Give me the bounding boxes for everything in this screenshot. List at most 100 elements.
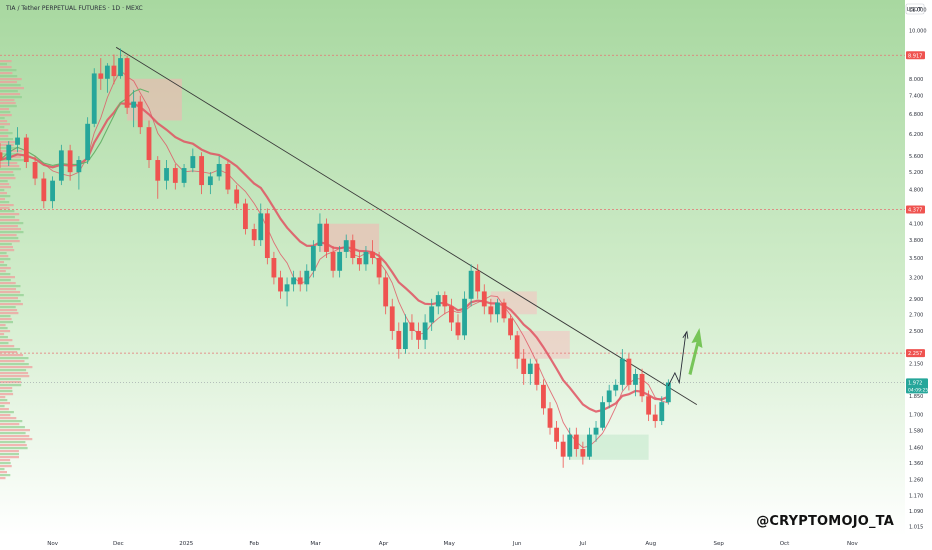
candle-body — [271, 258, 277, 278]
candle — [337, 245, 343, 278]
candle-body — [118, 58, 123, 77]
candle — [251, 223, 257, 246]
level-price-tag: 2.257 — [906, 349, 925, 358]
time-axis-panel[interactable] — [0, 536, 932, 550]
volume-bar — [0, 336, 8, 339]
candle — [304, 264, 310, 292]
candle — [508, 314, 513, 340]
volume-bar — [0, 129, 9, 132]
candle — [225, 160, 231, 195]
candle-body — [665, 382, 671, 403]
volume-bar — [0, 234, 17, 237]
candle — [573, 427, 579, 457]
price-tick-label: 4.100 — [909, 222, 923, 228]
supply-demand-zones — [127, 78, 649, 460]
candle-body — [455, 322, 461, 336]
volume-bar — [0, 270, 6, 273]
candle — [243, 198, 248, 235]
candle-body — [310, 245, 316, 271]
candle — [593, 421, 599, 442]
volume-bar — [0, 246, 13, 249]
volume-bar — [0, 96, 22, 99]
candle — [639, 368, 645, 403]
price-tick-label: 5.200 — [909, 170, 923, 176]
price-axis-panel[interactable] — [905, 0, 932, 550]
candle — [181, 163, 187, 188]
candle — [91, 68, 97, 128]
time-tick-label: Jun — [512, 541, 522, 547]
current-tag-box — [906, 378, 928, 394]
level-tag-box — [906, 51, 925, 60]
price-tick-label: 1.260 — [909, 478, 923, 484]
candle-body — [251, 229, 257, 241]
volume-bar — [0, 126, 5, 129]
volume-bar — [0, 60, 12, 63]
price-tick-label: 8.000 — [909, 77, 923, 83]
candle-body — [416, 330, 421, 340]
candle — [383, 270, 389, 315]
volume-bar — [0, 231, 24, 234]
volume-bar — [0, 447, 28, 450]
level-price-tag: 8.917 — [906, 51, 925, 60]
candle — [258, 203, 264, 246]
candle — [131, 89, 137, 128]
candle-body — [534, 363, 540, 385]
candle — [547, 402, 553, 435]
candle — [567, 427, 573, 460]
level-tag-box — [906, 205, 925, 214]
candle — [402, 314, 408, 354]
volume-bar — [0, 357, 29, 360]
candle-body — [448, 306, 454, 323]
candle-body — [164, 168, 169, 181]
volume-bar — [0, 330, 11, 333]
candle-body — [402, 322, 408, 350]
candle-body — [50, 180, 56, 202]
volume-bar — [0, 276, 15, 279]
volume-bar — [0, 309, 18, 312]
candle — [481, 284, 487, 315]
volume-bar — [0, 423, 20, 426]
volume-bar — [0, 393, 14, 396]
volume-bar — [0, 297, 18, 300]
volume-bar — [0, 435, 30, 438]
volume-bar — [0, 450, 19, 453]
volume-bar — [0, 426, 25, 429]
time-tick-label: Nov — [847, 541, 858, 547]
volume-bar — [0, 132, 13, 135]
volume-bar — [0, 138, 13, 141]
candle — [488, 298, 494, 323]
projection-arrowhead — [682, 330, 689, 339]
candle — [50, 176, 56, 209]
candle-body — [396, 330, 402, 350]
candle — [554, 421, 559, 450]
candle — [207, 172, 213, 195]
volume-bar — [0, 69, 17, 72]
candle-body — [67, 150, 73, 173]
candle — [317, 213, 323, 252]
candle — [613, 379, 619, 397]
candle-body — [475, 270, 481, 292]
time-tick-label: Jul — [579, 541, 587, 547]
volume-bar — [0, 363, 29, 366]
candle-body — [547, 408, 553, 428]
candle-body — [243, 203, 248, 230]
volume-bar — [0, 474, 11, 477]
candle-body — [15, 137, 20, 145]
candle — [23, 134, 29, 169]
volume-bar — [0, 240, 20, 243]
time-tick-label: Mar — [310, 541, 321, 547]
volume-bar — [0, 243, 12, 246]
volume-bar — [0, 159, 24, 162]
volume-bar — [0, 462, 11, 465]
volume-bar — [0, 99, 15, 102]
price-tick-label: 1.700 — [909, 413, 923, 419]
volume-bar — [0, 78, 22, 81]
volume-bar — [0, 114, 12, 117]
volume-bar — [0, 267, 11, 270]
volume-bar — [0, 360, 25, 363]
volume-bar — [0, 237, 19, 240]
